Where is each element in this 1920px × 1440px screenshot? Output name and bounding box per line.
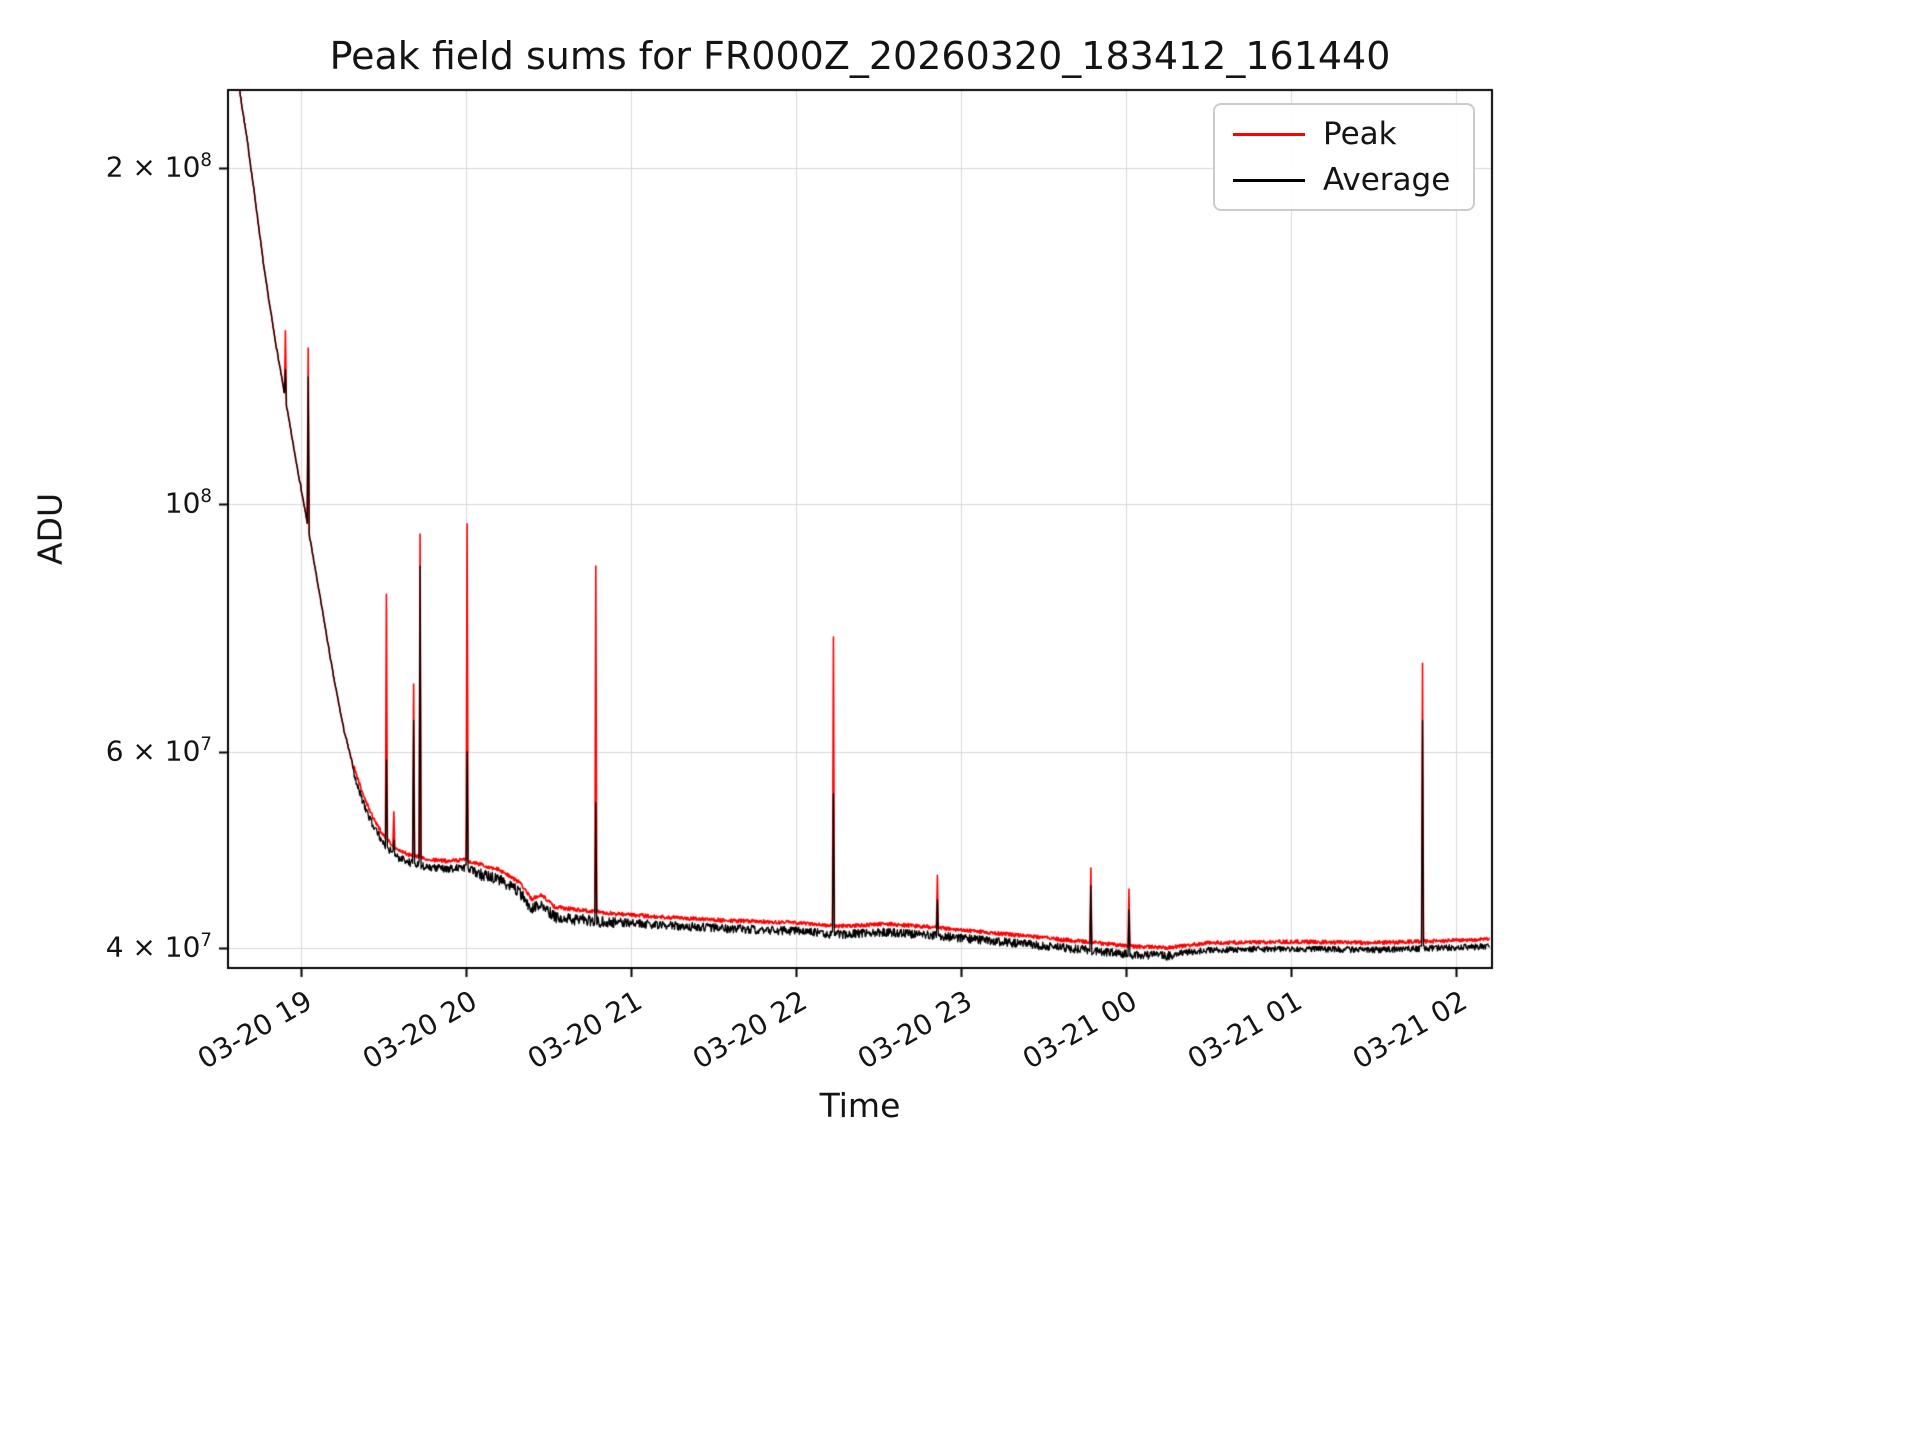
y-tick-label: 6 × 107 [105,733,212,768]
average-line-swatch [1233,178,1305,182]
y-tick-label: 4 × 107 [105,930,212,964]
legend-label-average: Average [1323,162,1451,198]
x-axis-label: Time [819,1086,901,1125]
y-tick-label: 2 × 108 [105,150,212,184]
legend-item-average: Average [1233,162,1459,198]
legend: Peak Average [1213,103,1475,211]
legend-label-peak: Peak [1323,116,1397,152]
chart-title: Peak field sums for FR000Z_20260320_1834… [329,34,1391,78]
y-tick-label: 108 [164,486,212,520]
legend-item-peak: Peak [1233,116,1459,152]
y-axis-label: ADU [30,492,70,566]
peak-line-swatch [1233,132,1305,136]
